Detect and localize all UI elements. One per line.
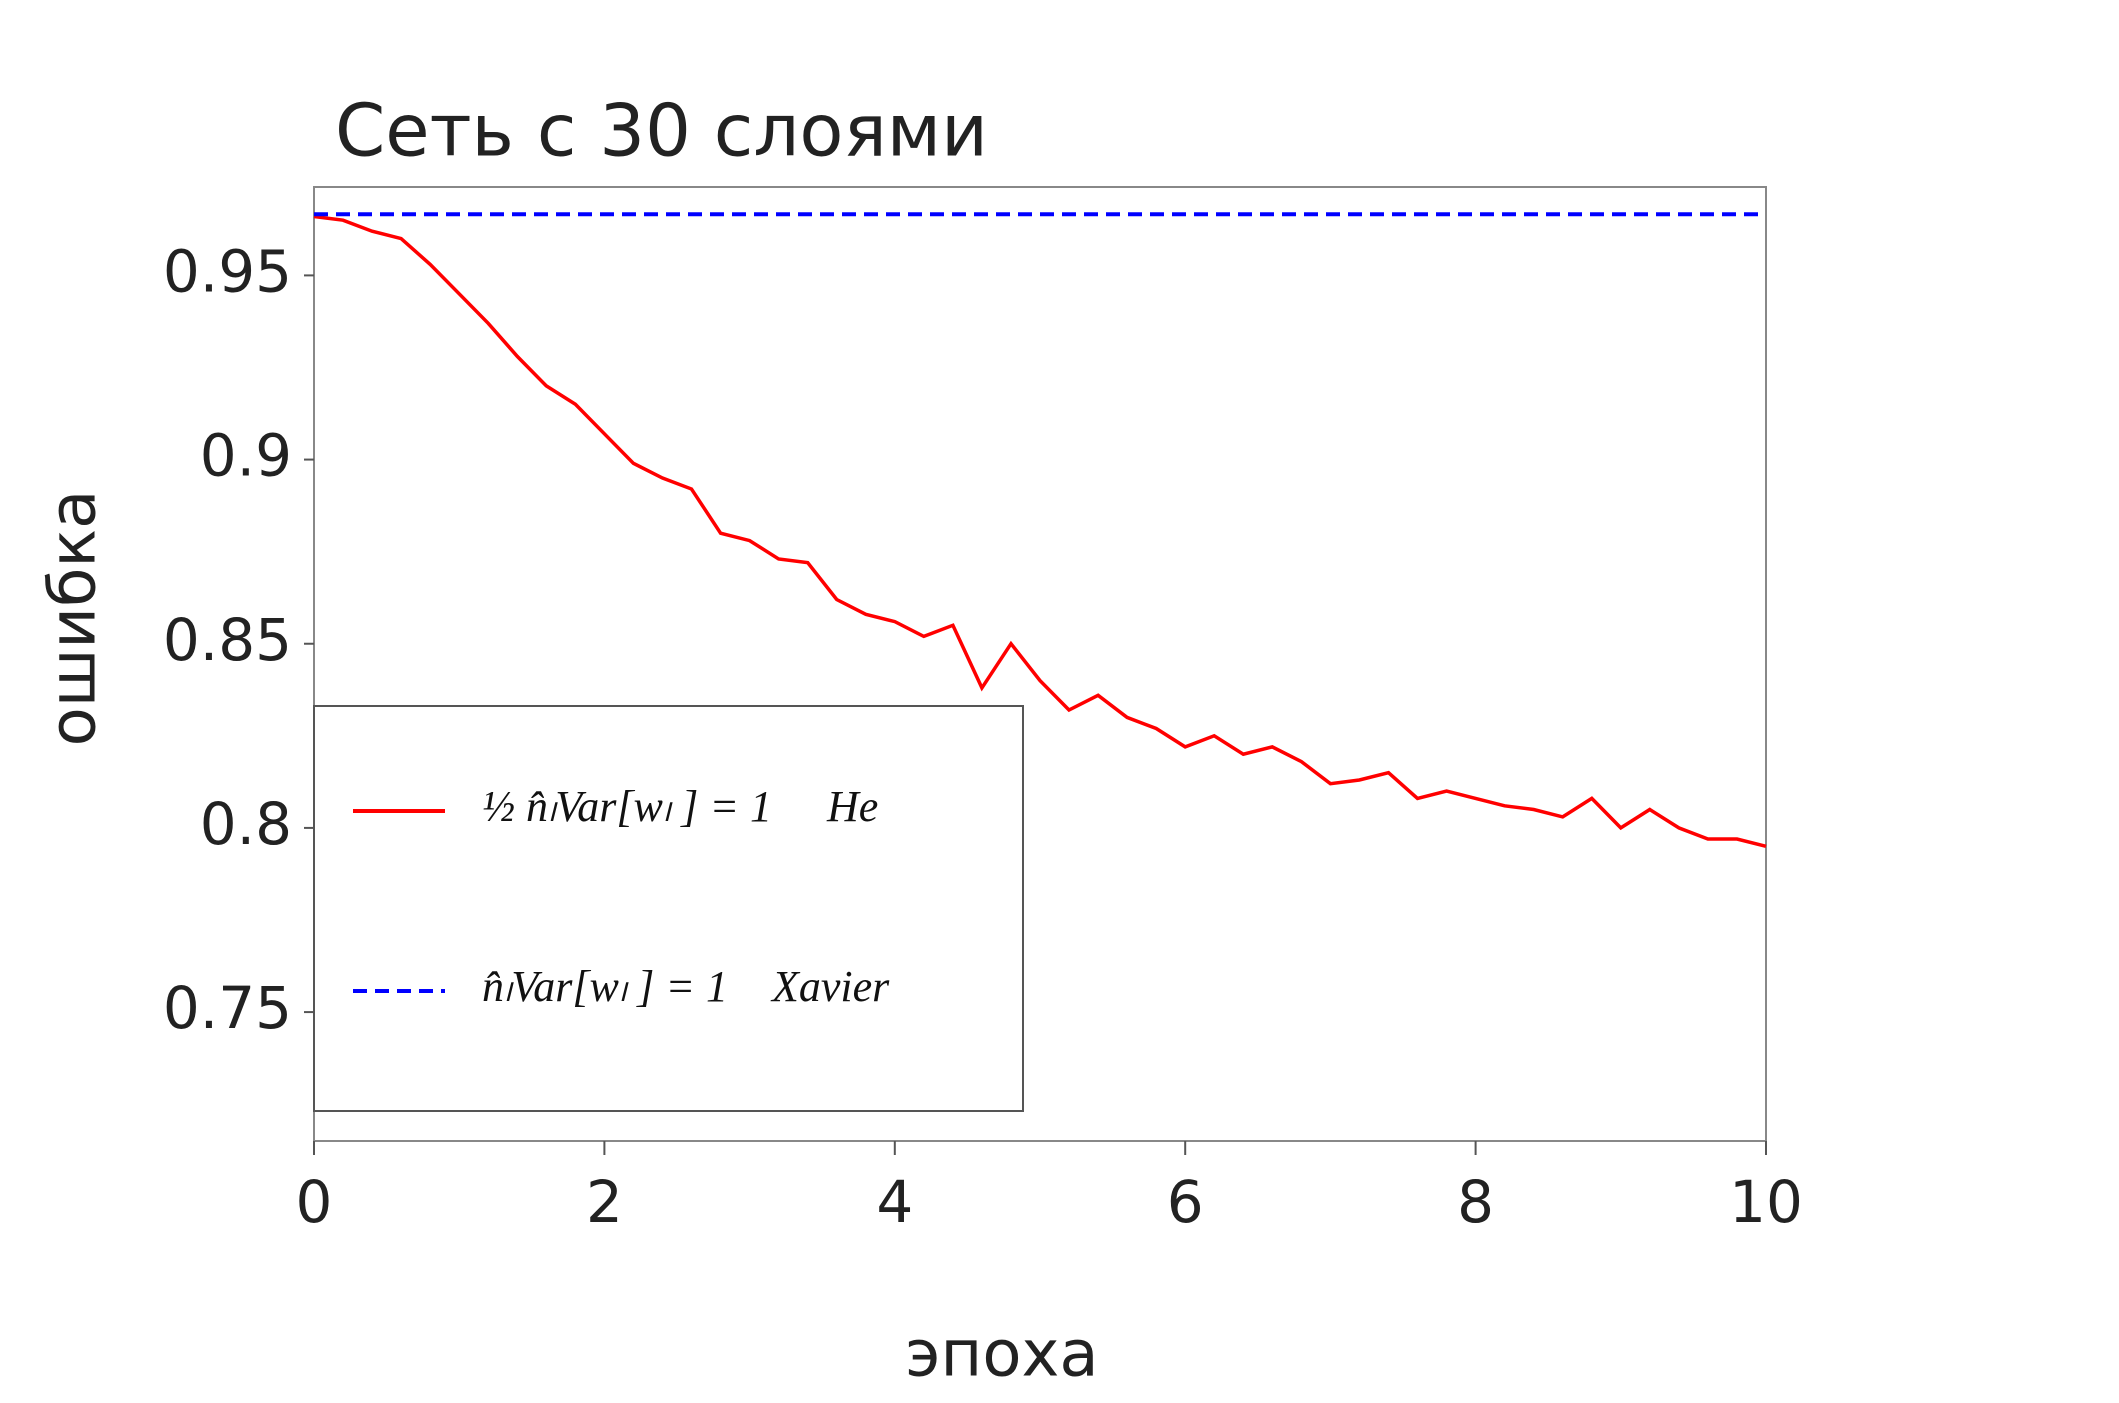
x-tick-label: 8 — [1457, 1168, 1494, 1236]
x-tick-label: 2 — [586, 1168, 623, 1236]
y-tick-label: 0.85 — [163, 606, 292, 674]
legend-label: ½ n̂ₗVar[wₗ ] = 1 He — [482, 782, 878, 831]
x-tick-label: 4 — [876, 1168, 913, 1236]
legend-box — [313, 705, 1024, 1112]
x-tick-label: 6 — [1167, 1168, 1204, 1236]
x-tick-label: 0 — [296, 1168, 333, 1236]
chart-title: Сеть с 30 слоями — [335, 89, 988, 173]
y-tick-label: 0.9 — [200, 422, 292, 490]
series-line — [313, 214, 1767, 848]
y-tick-label: 0.8 — [200, 790, 292, 858]
plot-frame — [313, 186, 1767, 1142]
y-tick-label: 0.75 — [163, 974, 292, 1042]
legend-label: n̂ₗVar[wₗ ] = 1 Xavier — [482, 962, 890, 1011]
x-tick-label: 10 — [1729, 1168, 1803, 1236]
x-axis-label: эпоха — [905, 1318, 1098, 1392]
y-tick-label: 0.95 — [163, 238, 292, 306]
y-axis-label: ошибка — [37, 490, 111, 747]
